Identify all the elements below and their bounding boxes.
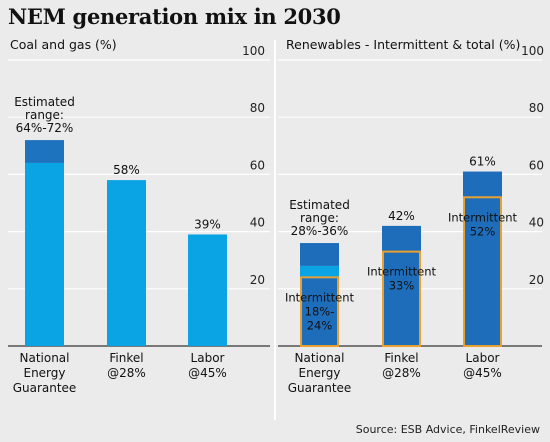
bar-intermittent-outline	[382, 250, 421, 347]
category-label: @28%	[107, 366, 146, 380]
category-label: Energy	[23, 366, 65, 380]
y-tick-label: 20	[529, 273, 544, 287]
value-label: 42%	[388, 209, 415, 223]
bar-intermittent-outline	[300, 276, 339, 347]
category-label: Finkel	[384, 351, 418, 365]
range-annotation: Estimated	[289, 198, 350, 212]
intermittent-label: Intermittent	[285, 290, 355, 304]
bar-coal-gas	[25, 162, 64, 346]
category-label: National	[294, 351, 344, 365]
y-tick-label: 40	[250, 216, 265, 230]
intermittent-label: 33%	[389, 279, 415, 293]
intermittent-label: Intermittent	[367, 265, 437, 279]
category-label: Guarantee	[13, 381, 77, 395]
y-tick-label: 80	[529, 101, 544, 115]
source-note: Source: ESB Advice, FinkelReview	[355, 423, 540, 436]
main-title: NEM generation mix in 2030	[8, 4, 341, 29]
bar-intermittent-outline	[463, 196, 502, 347]
category-label: @45%	[188, 366, 227, 380]
y-tick-label: 60	[529, 158, 544, 172]
intermittent-label: 52%	[470, 224, 496, 238]
category-label: Energy	[298, 366, 340, 380]
y-tick-label: 20	[250, 273, 265, 287]
range-annotation: 64%-72%	[16, 121, 74, 135]
bar-range-band	[25, 140, 64, 163]
category-label: @45%	[463, 366, 502, 380]
range-annotation: 28%-36%	[291, 224, 349, 238]
bar-renewables-total	[382, 225, 421, 346]
y-tick-label: 40	[529, 216, 544, 230]
category-label: National	[19, 351, 69, 365]
panel-title: Coal and gas (%)	[10, 37, 117, 52]
y-tick-label: 100	[521, 44, 544, 58]
category-label: Labor	[191, 351, 225, 365]
y-tick-label: 100	[242, 44, 265, 58]
value-label: 58%	[113, 163, 140, 177]
bar-range-band	[300, 243, 339, 266]
bar-renewables-total	[463, 171, 502, 346]
value-label: 61%	[469, 155, 496, 169]
bar-coal-gas	[188, 234, 227, 346]
category-label: Finkel	[109, 351, 143, 365]
intermittent-label: 24%	[307, 318, 333, 332]
bar-coal-gas	[107, 180, 146, 346]
value-label: 39%	[194, 217, 221, 231]
category-label: @28%	[382, 366, 421, 380]
y-tick-label: 80	[250, 101, 265, 115]
intermittent-label: Intermittent	[448, 210, 518, 224]
category-label: Labor	[466, 351, 500, 365]
panel-title: Renewables - Intermittent & total (%)	[286, 37, 520, 52]
category-label: Guarantee	[288, 381, 352, 395]
range-annotation: range:	[300, 211, 339, 225]
intermittent-label: 18%-	[305, 304, 335, 318]
range-annotation: Estimated	[14, 95, 75, 109]
y-tick-label: 60	[250, 158, 265, 172]
range-annotation: range:	[25, 108, 64, 122]
bar-intermittent-fill	[302, 278, 337, 345]
